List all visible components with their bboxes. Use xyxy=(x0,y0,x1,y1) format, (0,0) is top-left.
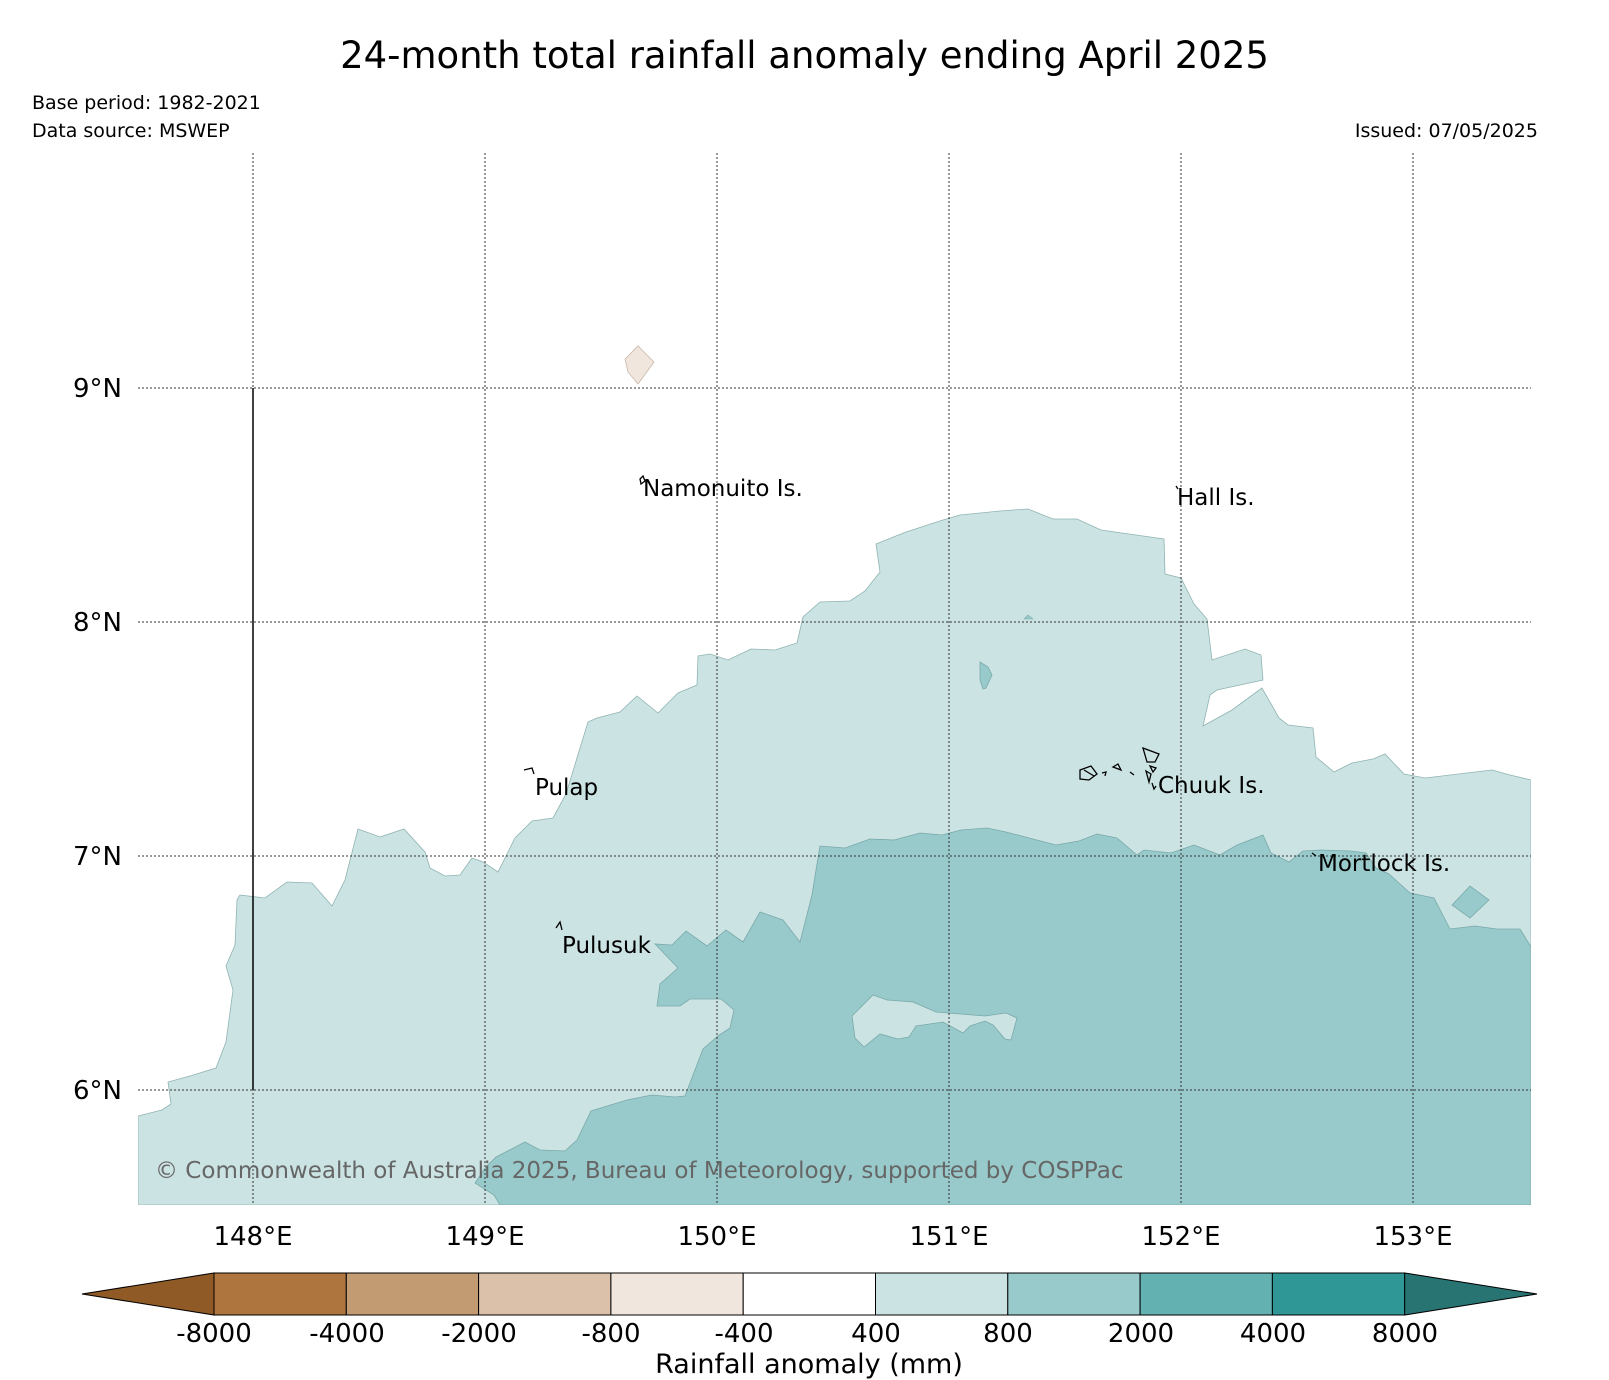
copyright-text: © Commonwealth of Australia 2025, Bureau… xyxy=(155,1158,1124,1184)
data-source-text: Data source: MSWEP xyxy=(32,120,230,142)
colorbar-swatch xyxy=(478,1272,612,1316)
place-labels: Namonuito Is. Hall Is. Pulap Chuuk Is. M… xyxy=(535,476,1450,959)
colorbar-tick-labels: -8000 -4000 -2000 -800 -400 400 800 2000… xyxy=(176,1319,1438,1349)
place-label-pulusuk: Pulusuk xyxy=(562,933,652,959)
colorbar-tick-label: 800 xyxy=(983,1319,1033,1349)
colorbar-swatch xyxy=(213,1272,347,1316)
colorbar-swatch xyxy=(875,1272,1009,1316)
lon-tick-label: 150°E xyxy=(677,1222,756,1252)
lat-tick-labels: 9°N 8°N 7°N 6°N xyxy=(73,374,122,1106)
lon-tick-label: 148°E xyxy=(213,1222,292,1252)
colorbar-swatch xyxy=(1139,1272,1273,1316)
map-title: 24-month total rainfall anomaly ending A… xyxy=(340,34,1269,77)
colorbar-swatch xyxy=(1007,1272,1141,1316)
lon-tick-label: 151°E xyxy=(909,1222,988,1252)
colorbar-tick-label: 4000 xyxy=(1240,1319,1306,1349)
colorbar-tick-label: -8000 xyxy=(176,1319,252,1349)
anomaly-patch-east xyxy=(1451,885,1490,919)
place-label-namonuito: Namonuito Is. xyxy=(643,476,803,502)
lat-tick-label: 8°N xyxy=(73,608,122,638)
anomaly-patch-north xyxy=(979,661,993,690)
coastlines xyxy=(523,474,1317,931)
issued-date-text: Issued: 07/05/2025 xyxy=(1354,120,1538,142)
anomaly-shading xyxy=(138,345,1531,1205)
anomaly-patch-dot xyxy=(1023,614,1034,620)
lat-tick-label: 7°N xyxy=(73,842,122,872)
base-period-text: Base period: 1982-2021 xyxy=(32,92,261,114)
anomaly-region-dry xyxy=(624,345,655,385)
colorbar-swatch xyxy=(610,1272,744,1316)
colorbar-swatch xyxy=(345,1272,480,1316)
lon-tick-label: 153°E xyxy=(1373,1222,1452,1252)
place-label-chuuk: Chuuk Is. xyxy=(1158,773,1265,799)
colorbar-swatch xyxy=(1271,1272,1406,1316)
colorbar xyxy=(81,1272,1538,1316)
place-label-mortlock: Mortlock Is. xyxy=(1318,851,1450,877)
colorbar-extend-low xyxy=(81,1272,215,1316)
place-label-hall: Hall Is. xyxy=(1177,485,1255,511)
colorbar-tick-label: -800 xyxy=(581,1319,640,1349)
colorbar-swatch xyxy=(742,1272,877,1316)
colorbar-tick-label: -400 xyxy=(714,1319,773,1349)
colorbar-tick-label: 8000 xyxy=(1372,1319,1438,1349)
place-label-pulap: Pulap xyxy=(535,775,598,801)
colorbar-label: Rainfall anomaly (mm) xyxy=(655,1349,963,1380)
colorbar-tick-label: -4000 xyxy=(309,1319,385,1349)
lon-tick-label: 149°E xyxy=(445,1222,524,1252)
anomaly-region-400-800-patch xyxy=(851,994,1018,1048)
lat-tick-label: 6°N xyxy=(73,1076,122,1106)
colorbar-tick-label: 400 xyxy=(851,1319,901,1349)
colorbar-tick-label: -2000 xyxy=(441,1319,517,1349)
colorbar-extend-high xyxy=(1404,1272,1538,1316)
colorbar-tick-label: 2000 xyxy=(1108,1319,1174,1349)
lon-tick-label: 152°E xyxy=(1141,1222,1220,1252)
lon-tick-labels: 148°E 149°E 150°E 151°E 152°E 153°E xyxy=(213,1222,1452,1252)
lat-tick-label: 9°N xyxy=(73,374,122,404)
